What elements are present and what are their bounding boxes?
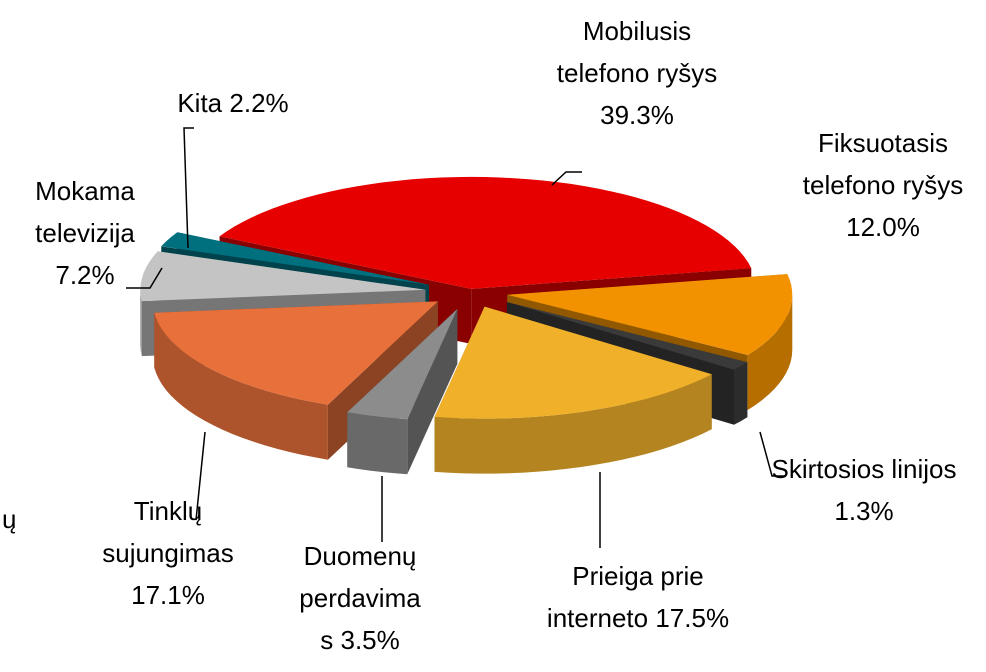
- value-label: 2.2%: [229, 88, 289, 118]
- leader-lines: [126, 127, 786, 548]
- clipped-label: ų: [2, 504, 17, 534]
- leader-line: [759, 431, 786, 477]
- slice-wall: [154, 312, 328, 460]
- category-name: Skirtosios linijos: [771, 454, 957, 484]
- slice: [347, 308, 458, 475]
- slice: [434, 306, 712, 474]
- slice-label: Mobilusis telefono ryšys 39.3%: [552, 10, 722, 136]
- category-name: Duomenų perdavimas: [299, 541, 421, 655]
- value-label: 12.0%: [846, 212, 920, 242]
- slice-label: Duomenų perdavimas 3.5%: [296, 535, 424, 661]
- value-label: 17.5%: [655, 603, 730, 633]
- slice-top: [154, 301, 438, 405]
- category-name: Fiksuotasis telefono ryšys: [802, 128, 964, 200]
- slice-label: Tinklų sujungimas 17.1%: [83, 490, 253, 616]
- value-label: 17.1%: [131, 580, 205, 610]
- category-name: Mokama televizija: [35, 176, 135, 248]
- category-name: Kita: [177, 88, 223, 118]
- category-name: Mobilusis telefono ryšys: [556, 16, 718, 88]
- slice-top: [219, 176, 752, 289]
- slice-top: [161, 232, 429, 285]
- slice-label: Fiksuotasis telefono ryšys 12.0%: [793, 122, 973, 248]
- slice-wall: [734, 362, 748, 425]
- value-label: 39.3%: [600, 100, 674, 130]
- slice-top: [434, 306, 712, 419]
- slice-wall: [347, 412, 408, 475]
- slice-wall: [747, 294, 793, 410]
- slice-top: [347, 308, 458, 420]
- leader-line: [183, 127, 194, 249]
- category-name: Prieiga prie interneto: [546, 561, 704, 633]
- slice-label: Skirtosios linijos 1.3%: [769, 448, 959, 532]
- slice-label: Mokama televizija 7.2%: [5, 170, 165, 296]
- slice-top: [506, 302, 748, 370]
- leader-line: [126, 267, 163, 289]
- slice-wall: [434, 374, 712, 474]
- value-label: 7.2%: [55, 260, 115, 290]
- value-label: 3.5%: [340, 625, 400, 655]
- slice-top: [507, 274, 793, 355]
- leader-line: [195, 431, 206, 521]
- value-label: 1.3%: [834, 496, 894, 526]
- category-name: Tinklų sujungimas: [102, 496, 234, 568]
- slice-wall: [140, 289, 142, 357]
- slice-label: Kita 2.2%: [133, 82, 333, 124]
- slice-top: [140, 251, 426, 302]
- pie: [140, 176, 793, 475]
- leader-line: [551, 171, 582, 186]
- slice-label: Prieiga prie interneto 17.5%: [538, 555, 738, 639]
